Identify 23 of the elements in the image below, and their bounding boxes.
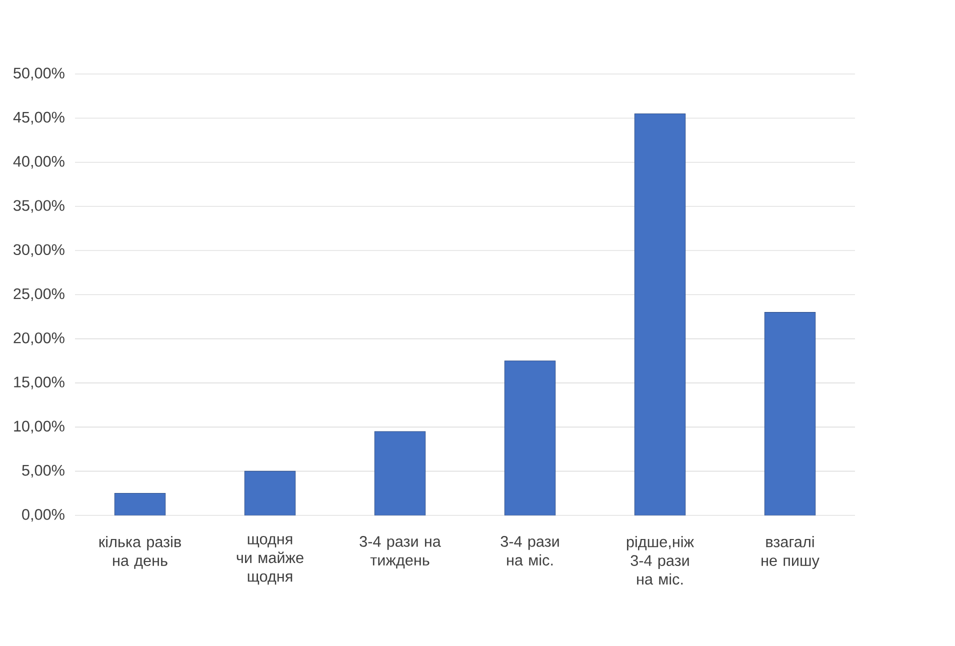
y-tick-label: 50,00%	[14, 68, 64, 80]
y-tick-label: 30,00%	[14, 244, 64, 257]
y-tick-label: 35,00%	[14, 200, 64, 213]
x-tick-label: щодня чи майже щодня	[236, 536, 304, 585]
bar	[374, 431, 426, 516]
y-tick-label: 45,00%	[13, 112, 64, 124]
bar	[764, 312, 816, 516]
bar	[504, 360, 556, 516]
bar	[114, 492, 166, 516]
x-tick-label: 3-4 рази на міс.	[500, 536, 559, 566]
y-tick-label: 10,00%	[14, 420, 64, 434]
y-tick-label: 5,00%	[22, 464, 64, 478]
x-tick-label: кілька разів на день	[99, 536, 181, 569]
y-tick-label: 15,00%	[14, 376, 64, 390]
y-tick-label: 25,00%	[14, 288, 64, 302]
y-tick-label: 20,00%	[14, 332, 64, 346]
y-tick-label: 40,00%	[13, 156, 64, 169]
x-tick-label: 3-4 рази на тиждень	[360, 536, 441, 568]
x-tick-label: рідше,ніж 3-4 рази на міс.	[626, 536, 694, 585]
bar	[634, 113, 686, 516]
x-tick-label: взагалі не пишу	[762, 536, 820, 569]
y-tick-label: 0,00%	[22, 509, 64, 522]
bar	[244, 470, 296, 516]
